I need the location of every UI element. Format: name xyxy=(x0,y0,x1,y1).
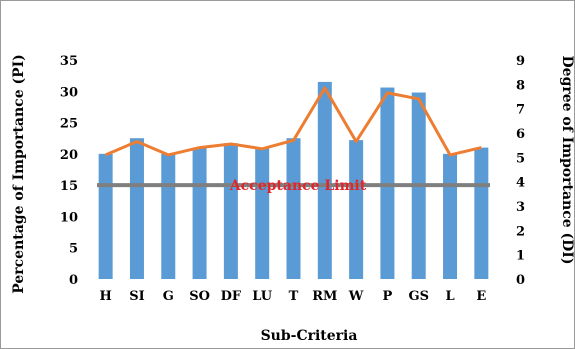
bar-L xyxy=(443,153,458,279)
y-tick-left-6: 30 xyxy=(60,85,78,100)
y-tick-left-2: 10 xyxy=(60,210,78,225)
y-tick-left-4: 20 xyxy=(60,148,78,163)
y-tick-right-7: 7 xyxy=(516,103,525,118)
x-tick-G: G xyxy=(163,289,174,304)
y-tick-left-7: 35 xyxy=(60,54,78,69)
acceptance-limit-label: Acceptance Limit xyxy=(229,178,367,194)
x-tick-W: W xyxy=(348,289,364,304)
bar-SI xyxy=(129,138,144,279)
degree-of-importance-line xyxy=(105,86,482,157)
x-tick-P: P xyxy=(383,289,393,304)
x-axis-title: Sub-Criteria xyxy=(261,328,358,344)
x-tick-RM: RM xyxy=(312,289,337,304)
plot-layer: 0 5 10 15 20 25 30 35 0 1 2 3 4 5 6 7 8 9 Acceptance Limit… xyxy=(60,54,525,304)
y-tick-left-5: 25 xyxy=(60,117,78,132)
bar-E xyxy=(474,147,489,279)
y-axis-title-left: Percentage of Importance (PI) xyxy=(11,54,27,294)
x-tick-SI: SI xyxy=(129,289,144,304)
bar-SO xyxy=(192,147,207,279)
x-tick-L: L xyxy=(445,289,454,304)
y-tick-right-4: 4 xyxy=(516,176,525,191)
y-tick-left-3: 15 xyxy=(60,179,78,194)
bar-T xyxy=(286,138,301,279)
x-tick-SO: SO xyxy=(189,289,210,304)
bar-H xyxy=(98,153,113,279)
y-tick-right-0: 0 xyxy=(516,273,525,288)
y-tick-right-5: 5 xyxy=(516,151,525,166)
x-tick-DF: DF xyxy=(221,289,242,304)
x-tick-GS: GS xyxy=(408,289,429,304)
x-tick-T: T xyxy=(289,289,299,304)
x-tick-LU: LU xyxy=(252,289,272,304)
bar-W xyxy=(349,140,364,279)
y-tick-right-9: 9 xyxy=(516,54,525,69)
bar-LU xyxy=(255,147,270,279)
x-tick-H: H xyxy=(100,289,112,304)
y-axis-title-right: Degree of Importance (DI) xyxy=(559,56,575,265)
y-tick-right-1: 1 xyxy=(516,249,525,264)
y-tick-right-2: 2 xyxy=(516,224,525,239)
bar-G xyxy=(161,153,176,279)
y-tick-left-1: 5 xyxy=(69,242,78,257)
y-tick-right-6: 6 xyxy=(516,127,525,142)
y-tick-left-0: 0 xyxy=(69,273,78,288)
y-tick-right-3: 3 xyxy=(516,200,525,215)
bar-RM xyxy=(317,81,332,280)
y-tick-right-8: 8 xyxy=(516,78,525,93)
x-tick-E: E xyxy=(476,289,486,304)
bar-DF xyxy=(223,143,238,279)
